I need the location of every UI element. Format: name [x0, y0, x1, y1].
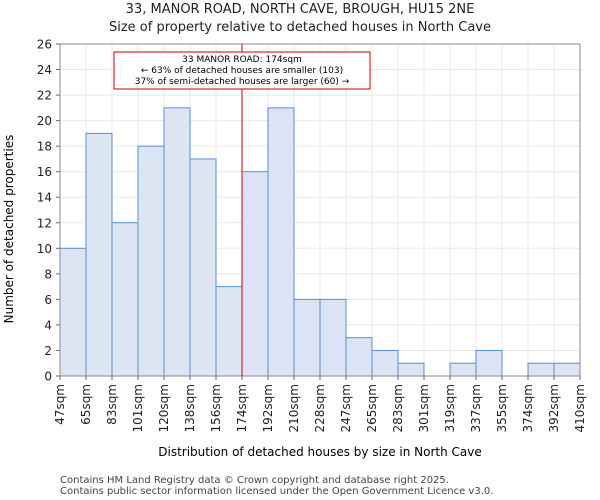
- x-tick-label: 283sqm: [391, 384, 405, 432]
- x-tick-label: 228sqm: [313, 384, 327, 432]
- y-tick-label: 26: [37, 38, 52, 52]
- annotation-line-2: ← 63% of detached houses are smaller (10…: [141, 66, 343, 76]
- y-tick-label: 22: [37, 89, 52, 103]
- y-tick-label: 4: [44, 318, 52, 332]
- bar: [449, 362, 477, 377]
- bar: [371, 349, 399, 377]
- x-tick-label: 392sqm: [547, 384, 561, 432]
- y-tick-label: 24: [37, 63, 52, 77]
- x-tick-label: 156sqm: [209, 384, 223, 432]
- bar: [85, 132, 113, 377]
- bar: [475, 349, 503, 377]
- y-tick-label: 2: [44, 344, 52, 358]
- x-tick-label: 174sqm: [235, 384, 249, 432]
- x-tick-label: 319sqm: [443, 384, 457, 432]
- bar: [527, 362, 555, 377]
- x-tick-label: 120sqm: [157, 384, 171, 432]
- annotation-box: 33 MANOR ROAD: 174sqm ← 63% of detached …: [113, 51, 371, 90]
- bar: [111, 222, 139, 377]
- bar: [189, 158, 217, 377]
- y-tick-label: 12: [37, 216, 52, 230]
- x-tick-label: 65sqm: [79, 384, 93, 425]
- x-tick-label: 337sqm: [469, 384, 483, 432]
- bar: [163, 107, 191, 377]
- axes-frame: [59, 43, 581, 377]
- annotation-line-3: 37% of semi-detached houses are larger (…: [135, 77, 350, 87]
- chart-subtitle: Size of property relative to detached ho…: [108, 20, 491, 35]
- x-tick-label: 83sqm: [105, 384, 119, 425]
- x-tick-label: 101sqm: [131, 384, 145, 432]
- bar: [345, 337, 373, 377]
- y-axis-label: Number of detached properties: [2, 135, 16, 324]
- footer-line-2: Contains public sector information licen…: [60, 486, 494, 497]
- y-tick-label: 6: [44, 293, 52, 307]
- x-tick-label: 210sqm: [287, 384, 301, 432]
- x-tick-label: 355sqm: [495, 384, 509, 432]
- bar: [319, 298, 347, 377]
- x-tick-label: 265sqm: [365, 384, 379, 432]
- annotation-line-1: 33 MANOR ROAD: 174sqm: [182, 55, 302, 65]
- bar: [553, 362, 581, 377]
- y-tick-label: 14: [37, 191, 52, 205]
- x-tick-label: 247sqm: [339, 384, 353, 432]
- x-tick-label: 301sqm: [417, 384, 431, 432]
- x-tick-label: 374sqm: [521, 384, 535, 432]
- y-tick-label: 8: [44, 267, 52, 281]
- y-tick-label: 0: [44, 370, 52, 384]
- footer-line-1: Contains HM Land Registry data © Crown c…: [60, 475, 449, 486]
- bar: [137, 145, 165, 377]
- x-axis-label: Distribution of detached houses by size …: [158, 445, 482, 459]
- y-tick-label: 20: [37, 114, 52, 128]
- x-tick-label: 47sqm: [53, 384, 67, 425]
- bar: [241, 171, 269, 377]
- y-tick-label: 10: [37, 242, 52, 256]
- bar: [59, 247, 87, 377]
- x-tick-label: 138sqm: [183, 384, 197, 432]
- bar: [397, 362, 425, 377]
- y-tick-label: 16: [37, 165, 52, 179]
- bar: [267, 107, 295, 377]
- chart-title: 33, MANOR ROAD, NORTH CAVE, BROUGH, HU15…: [125, 2, 475, 17]
- bar: [293, 298, 321, 377]
- x-tick-label: 410sqm: [573, 384, 587, 432]
- bar: [215, 286, 243, 377]
- x-tick-label: 192sqm: [261, 384, 275, 432]
- y-tick-label: 18: [37, 140, 52, 154]
